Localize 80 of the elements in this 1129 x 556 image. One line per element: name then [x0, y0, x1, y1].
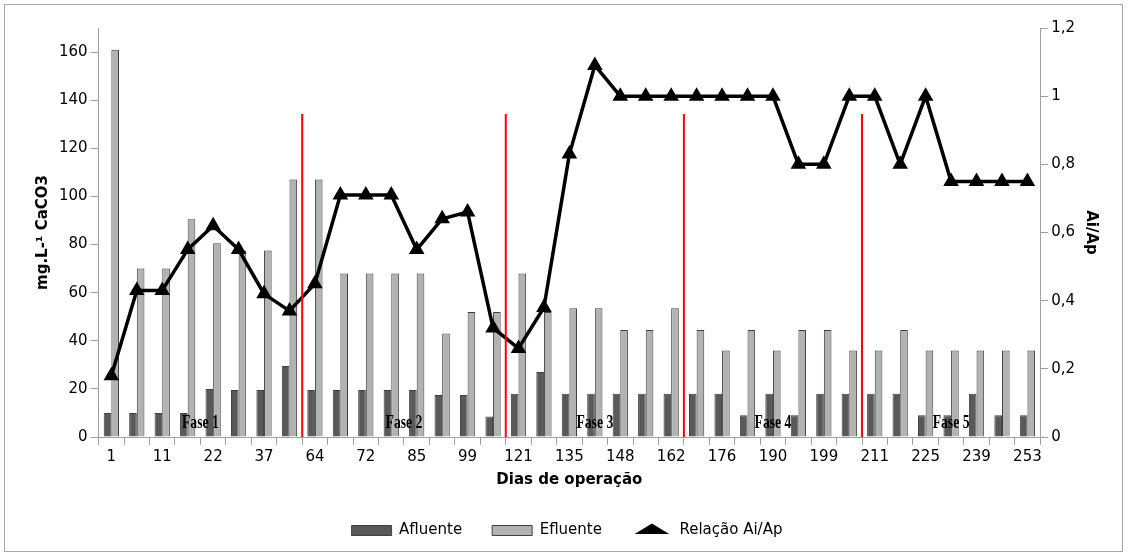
x-tick-label: 239: [962, 446, 991, 465]
y-tick-label: 80: [68, 234, 88, 253]
y2-tick-label: 1,2: [1051, 17, 1075, 36]
legend-label: Efluente: [539, 520, 602, 539]
x-tick-label: 72: [356, 446, 376, 465]
point: [561, 145, 578, 159]
x-tick-label: 37: [254, 446, 274, 465]
x-tick-label: 135: [555, 446, 584, 465]
point: [536, 298, 552, 312]
point: [765, 87, 781, 101]
point: [1019, 172, 1036, 186]
y2-tick-label: 1: [1051, 86, 1061, 105]
point: [866, 87, 883, 101]
point: [790, 155, 807, 169]
y-tick-label: 60: [68, 282, 88, 301]
y-tick-label: 0: [78, 426, 88, 445]
x-tick-label: 1: [106, 446, 117, 465]
annotation: Fase 1: [182, 410, 219, 433]
point: [688, 87, 705, 101]
point: [663, 87, 679, 101]
point: [129, 281, 145, 295]
y-tick-label: 40: [68, 330, 88, 349]
y-tick-label: 120: [58, 138, 88, 157]
x-axis-title: Dias de operação: [496, 469, 643, 488]
y2-tick-label: 0,8: [1051, 154, 1075, 173]
point: [332, 186, 349, 200]
x-tick-label: 121: [504, 446, 533, 465]
point: [994, 172, 1010, 186]
point: [383, 186, 400, 200]
y2-tick-label: 0,4: [1051, 290, 1075, 309]
x-tick-label: 162: [656, 446, 686, 465]
y-tick-label: 140: [58, 90, 88, 109]
point: [154, 281, 171, 295]
point: [816, 155, 832, 169]
point: [485, 318, 501, 333]
point: [637, 87, 654, 101]
point: [917, 87, 934, 101]
point: [205, 216, 221, 231]
point: [408, 240, 425, 255]
point: [510, 339, 527, 353]
x-tick-label: 99: [458, 446, 478, 465]
y2-tick-label: 0,6: [1051, 222, 1075, 241]
x-tick-label: 22: [203, 446, 223, 465]
point: [968, 172, 985, 186]
x-tick-label: 225: [911, 446, 940, 465]
x-tick-label: 11: [152, 446, 172, 465]
annotation: Fase 2: [385, 410, 423, 433]
point: [307, 274, 323, 289]
point: [739, 87, 756, 101]
point: [587, 56, 603, 70]
x-tick-label: 176: [707, 446, 737, 465]
y-tick-label: 20: [68, 378, 88, 397]
x-tick-label: 190: [758, 446, 788, 465]
legend-label: Afluente: [399, 520, 463, 539]
point: [714, 87, 730, 101]
y-axis-title: mg.L-¹ CaCO3: [32, 175, 51, 290]
point: [103, 366, 120, 381]
x-tick-label: 148: [605, 446, 635, 465]
point: [230, 240, 247, 255]
point: [459, 203, 476, 217]
y-tick-label: 100: [58, 186, 88, 205]
point: [281, 301, 298, 316]
point: [841, 87, 858, 101]
point: [943, 172, 959, 186]
y-tick-label: 160: [58, 41, 88, 60]
x-tick-label: 64: [305, 446, 325, 465]
point: [179, 240, 196, 255]
x-tick-label: 199: [809, 446, 839, 465]
legend-label: Relação Ai/Ap: [679, 520, 783, 539]
y2-tick-label: 0,2: [1051, 358, 1075, 377]
y2-tick-label: 0: [1051, 426, 1061, 445]
point: [892, 155, 908, 169]
point: [434, 209, 450, 224]
point: [358, 186, 374, 200]
y2-axis-title: Ai/Ap: [1083, 210, 1102, 256]
point: [256, 284, 272, 299]
point: [612, 87, 629, 101]
x-tick-label: 85: [407, 446, 427, 465]
x-tick-label: 211: [860, 446, 890, 465]
x-tick-label: 253: [1013, 446, 1042, 465]
